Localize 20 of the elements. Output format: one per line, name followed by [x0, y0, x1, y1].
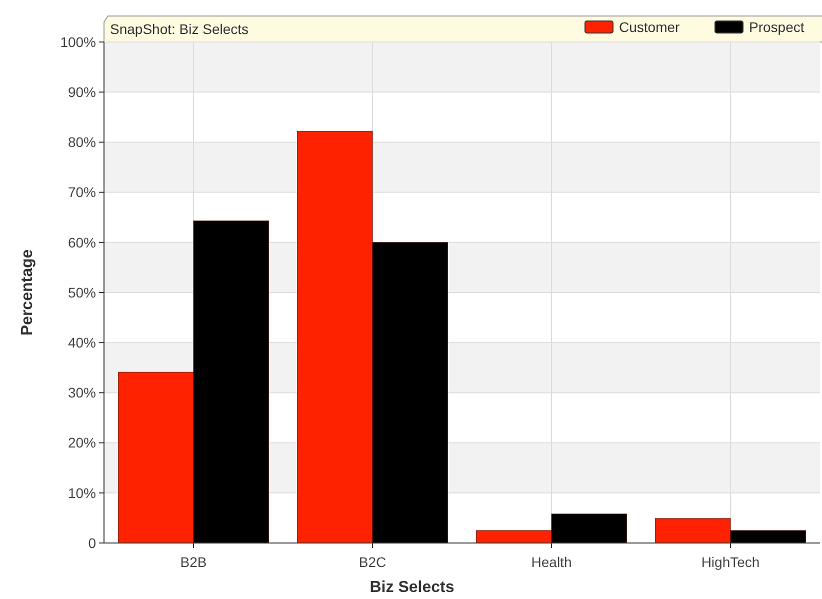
y-tick-label: 60%	[68, 234, 96, 250]
y-axis-title: Percentage	[19, 249, 36, 336]
x-tick-label: Health	[531, 554, 572, 570]
y-tick-label: 40%	[68, 334, 96, 350]
chart-title: SnapShot: Biz Selects	[110, 21, 249, 37]
y-tick-label: 0	[88, 534, 96, 551]
x-tick-label: HighTech	[701, 554, 760, 570]
y-tick-label: 20%	[68, 434, 96, 451]
legend-label: Customer	[619, 19, 680, 35]
y-tick-label: 100%	[60, 34, 96, 50]
y-tick-label: 30%	[68, 384, 96, 401]
y-tick-label: 10%	[68, 484, 96, 501]
x-tick-label: B2C	[358, 554, 386, 570]
x-tick-label: B2B	[180, 554, 207, 570]
y-tick-label: 50%	[68, 284, 96, 300]
legend-label: Prospect	[749, 19, 804, 35]
y-tick-label: 80%	[68, 134, 96, 150]
y-tick-label: 90%	[68, 84, 96, 100]
y-tick-label: 70%	[68, 184, 96, 200]
x-axis-title: Biz Selects	[370, 579, 454, 596]
